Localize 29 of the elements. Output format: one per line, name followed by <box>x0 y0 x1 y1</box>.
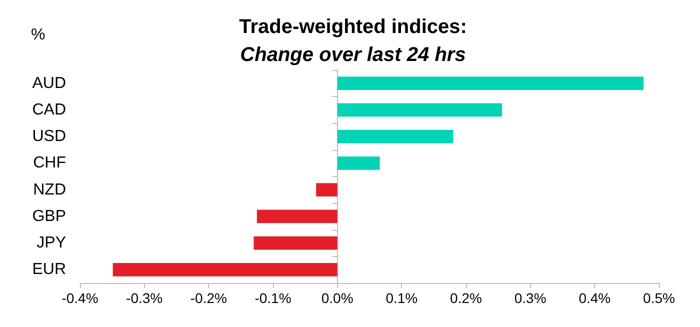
y-tick-label: AUD <box>32 74 66 92</box>
bar <box>337 156 380 170</box>
y-tick-label: GBP <box>32 208 66 225</box>
bar <box>337 130 454 144</box>
text: % <box>31 26 46 44</box>
y-tick-label: NZD <box>33 181 66 198</box>
bar <box>337 103 502 117</box>
bar <box>112 263 338 276</box>
x-tick-label: -0.3% <box>126 290 163 306</box>
y-tick-label: CHF <box>33 154 66 172</box>
y-tick-label: CAD <box>32 101 66 118</box>
y-tick-label: EUR <box>32 261 66 278</box>
bar <box>254 236 338 250</box>
x-tick-label: 0.0% <box>321 290 354 306</box>
bar <box>256 210 338 224</box>
y-tick-label: USD <box>32 128 66 146</box>
y-tick-label: JPY <box>36 234 66 252</box>
x-tick-label: 0.3% <box>514 290 546 306</box>
x-tick-label: 0.1% <box>386 290 418 306</box>
x-tick-label: 0.5% <box>643 290 675 306</box>
chart-title: Trade-weighted indices: <box>239 16 467 38</box>
x-tick-label: -0.1% <box>254 290 292 306</box>
bar <box>337 76 644 90</box>
x-tick-label: 0.4% <box>578 290 611 306</box>
bar <box>316 183 338 196</box>
x-tick-label: 0.2% <box>450 290 482 306</box>
x-tick-label: -0.2% <box>190 290 227 306</box>
chart-subtitle: Change over last 24 hrs <box>240 44 466 66</box>
x-tick-label: -0.4% <box>62 290 98 306</box>
